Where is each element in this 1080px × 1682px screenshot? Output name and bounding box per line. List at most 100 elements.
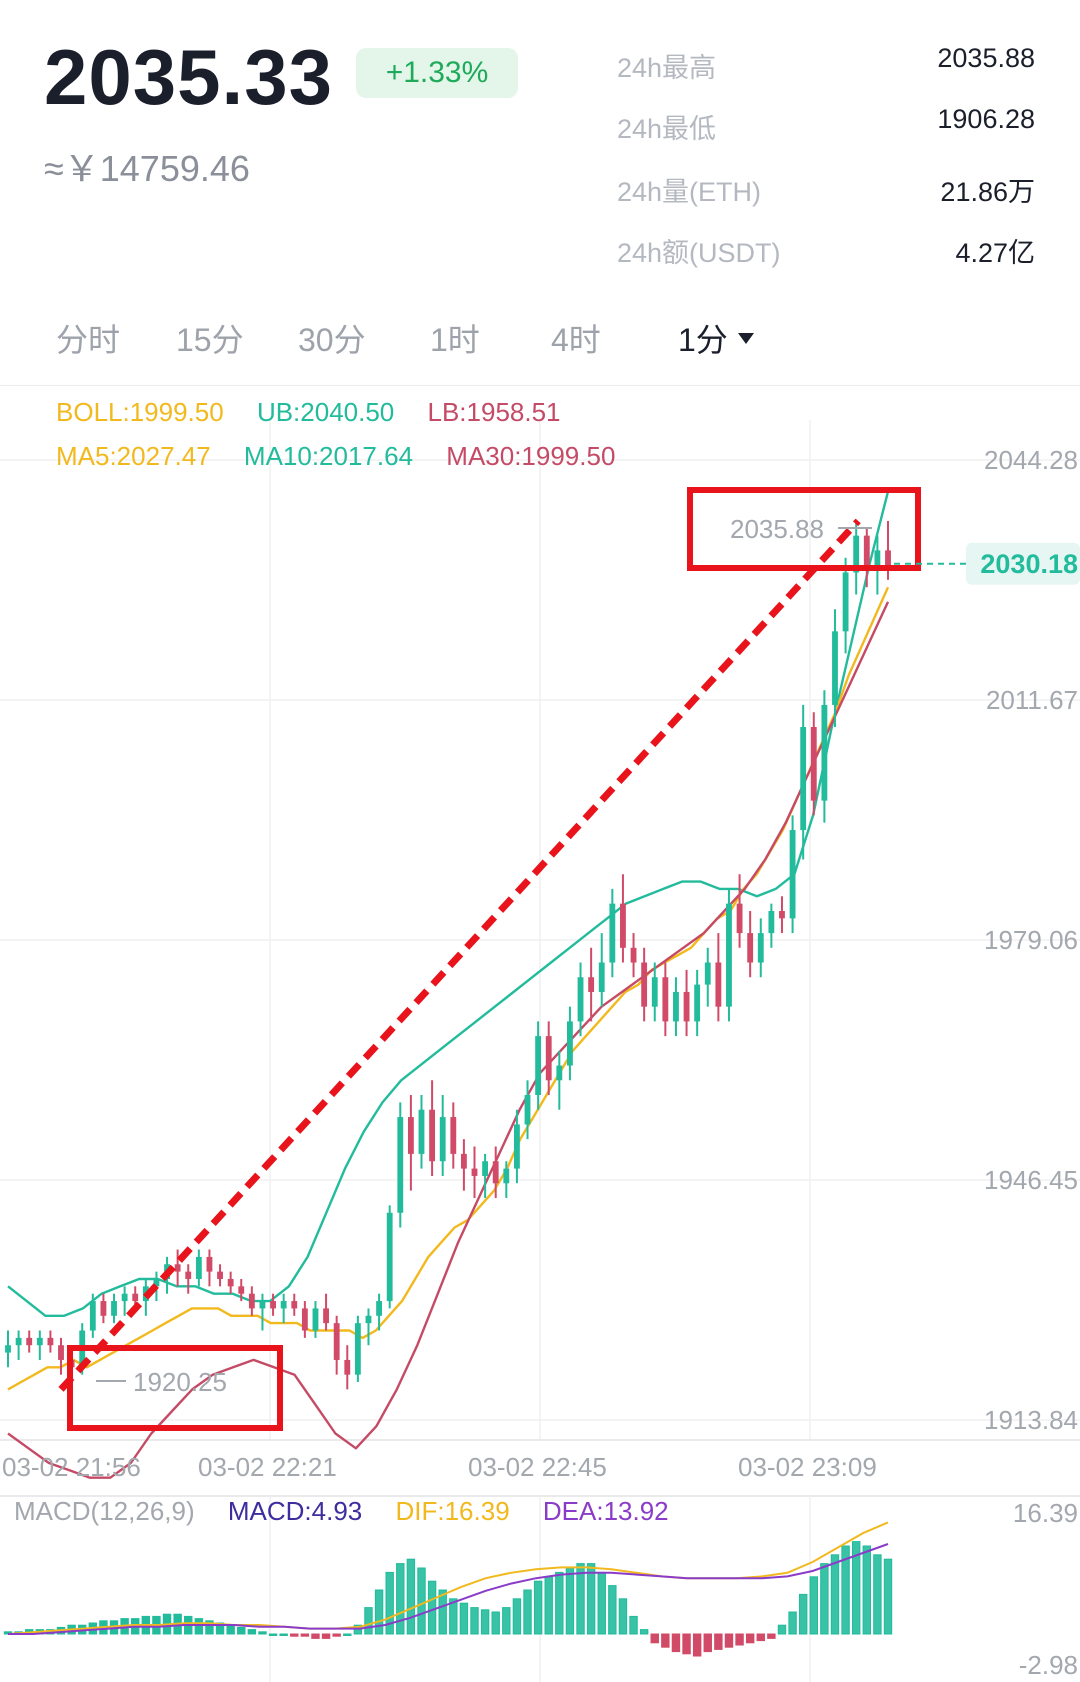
macd-histogram-bar [555, 1571, 564, 1635]
candle [238, 1278, 245, 1302]
candle-body [535, 1036, 542, 1095]
candle [195, 1249, 202, 1287]
tab-15m[interactable]: 15分 [176, 322, 244, 358]
candle [323, 1293, 329, 1331]
candle [683, 969, 690, 1037]
candle [471, 1146, 478, 1199]
candle-body [842, 572, 849, 632]
tab-1m-dropdown[interactable]: 1分 [678, 315, 754, 361]
candle-body [312, 1308, 319, 1331]
stat-label-high: 24h最高 [617, 53, 717, 83]
tab-4h[interactable]: 4时 [551, 322, 601, 358]
macd-histogram-bar [194, 1618, 204, 1635]
candle [524, 1080, 531, 1140]
dea-line [8, 1543, 889, 1635]
lb-value: LB:1958.51 [427, 397, 561, 427]
candle [673, 977, 679, 1037]
macd-histogram-bar [565, 1567, 575, 1635]
macd-histogram-bar [491, 1611, 500, 1635]
candle [598, 933, 605, 1007]
macd-histogram-bar [512, 1598, 522, 1635]
candle-body [800, 727, 807, 831]
candle [641, 947, 648, 1022]
stat-label-volume: 24h量(ETH) [617, 177, 762, 207]
candle [450, 1102, 457, 1169]
candle-body [270, 1301, 276, 1309]
candle [365, 1308, 372, 1346]
candle [800, 704, 807, 860]
macd-histogram-bar [480, 1609, 490, 1635]
macd-histogram-bar [650, 1633, 659, 1644]
candle-body [567, 1021, 573, 1066]
candle-body [747, 933, 754, 963]
macd-histogram-bar [830, 1554, 840, 1635]
candle [863, 528, 870, 588]
macd-histogram-bar [332, 1633, 341, 1637]
macd-histogram-bar [639, 1629, 649, 1635]
candle [270, 1293, 276, 1316]
chart-grid [0, 420, 1080, 1682]
candle-body [471, 1168, 478, 1176]
candle [376, 1293, 382, 1331]
interval-tabs: 分时 15分 30分 1时 4时 1分 [0, 305, 1080, 365]
macd-histogram-bar [586, 1563, 596, 1635]
candle-body [259, 1301, 266, 1309]
candle-body [704, 962, 711, 985]
dea-value: DEA:13.92 [542, 1496, 669, 1526]
macd-histogram-bar [438, 1589, 447, 1635]
candle-body [450, 1117, 457, 1154]
candle-body [460, 1153, 467, 1169]
candle-body [418, 1109, 425, 1154]
chart-axes: 2044.28 2011.67 1979.06 1946.45 1913.84 2030.… [2, 445, 1080, 1482]
candle-body [217, 1271, 223, 1279]
candle-body [429, 1109, 436, 1162]
candle-body [344, 1359, 351, 1375]
candle-body [227, 1278, 234, 1287]
candle-body [673, 991, 679, 1022]
candle-body [333, 1323, 340, 1360]
candle [789, 815, 796, 934]
candle [259, 1293, 266, 1331]
tab-30m[interactable]: 30分 [298, 322, 366, 358]
candle [482, 1153, 489, 1199]
macd-histogram-bar [661, 1633, 670, 1648]
candle [567, 1006, 573, 1081]
price-tick-label: 1979.06 [984, 925, 1078, 955]
candle [694, 969, 701, 1037]
time-tick-label: 03-02 22:21 [198, 1452, 337, 1482]
macd-axis-bottom: -2.98 [1019, 1650, 1078, 1680]
price-tick-label: 1946.45 [984, 1165, 1078, 1195]
candle [386, 1205, 393, 1309]
candle-body [651, 977, 658, 1007]
boll-legend: BOLL:1999.50 UB:2040.50 LB:1958.51 [56, 397, 587, 428]
candle [779, 896, 785, 934]
candle [514, 1109, 520, 1184]
candle-body [598, 962, 605, 992]
low-highlight-box [67, 1345, 283, 1431]
candle [545, 1021, 552, 1095]
macd-histogram-bar [862, 1545, 872, 1635]
high-highlight-box [687, 487, 921, 571]
candle [853, 520, 860, 595]
candle-body [439, 1117, 446, 1162]
macd-histogram-bar [237, 1626, 246, 1635]
candle [726, 888, 732, 1022]
macd-histogram-bar [544, 1576, 553, 1635]
ma10-value: MA10:2017.64 [243, 441, 414, 471]
macd-histogram-bar [777, 1624, 787, 1635]
macd-histogram-bar [735, 1633, 744, 1646]
candle-body [280, 1301, 287, 1309]
tab-1h[interactable]: 1时 [430, 322, 480, 358]
candle [206, 1249, 213, 1287]
macd-histogram-bar [841, 1545, 850, 1635]
macd-histogram-bar [724, 1633, 734, 1648]
candle [630, 933, 637, 978]
candle [757, 918, 764, 978]
tab-timeshare[interactable]: 分时 [56, 322, 121, 358]
candle [407, 1094, 414, 1191]
cny-price: ≈￥14759.46 [44, 148, 250, 189]
boll-value: BOLL:1999.50 [56, 397, 224, 427]
stat-label-turnover: 24h额(USDT) [617, 238, 781, 268]
macd-histogram-bar [608, 1585, 617, 1635]
